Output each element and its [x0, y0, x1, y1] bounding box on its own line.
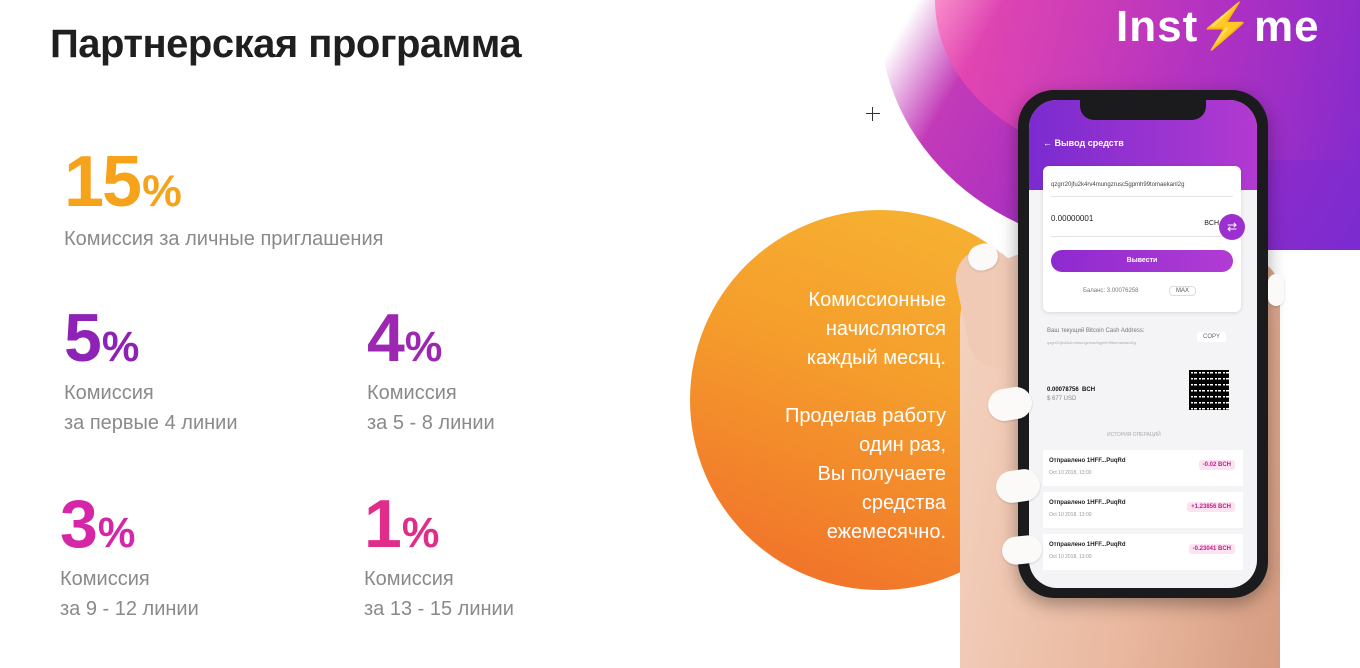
stat-lines-9-12: 3% Комиссия за 9 - 12 линии — [60, 490, 199, 624]
transaction-row[interactable]: Отправлено 1HFF...PuqRd Oct 10 2018, 13:… — [1043, 534, 1243, 570]
fingernail — [1268, 274, 1284, 306]
stat-description: Комиссия за 13 - 15 линии — [364, 568, 514, 620]
circle-text: Комиссионные начисляются каждый месяц. П… — [784, 289, 946, 543]
stat-description: Комиссия за первые 4 линии — [64, 382, 238, 434]
phone-notch — [1080, 98, 1206, 120]
lightning-bolt-icon: ⚡ — [1198, 2, 1255, 51]
instime-logo: Inst⚡me — [1116, 2, 1320, 51]
usd-value: $ 677 USD — [1047, 396, 1077, 402]
stat-description: Комиссия за личные приглашения — [64, 228, 384, 250]
phone-screen: ← Вывод средств qzgrr20jfu2k4rv4mungzrus… — [1029, 100, 1257, 588]
withdraw-card: qzgrr20jfu2k4rv4mungzrusc5gpmh99tomaekan… — [1043, 166, 1245, 312]
max-button[interactable]: MAX — [1169, 286, 1197, 296]
stat-value: 4% — [367, 300, 443, 376]
copy-button[interactable]: COPY — [1197, 332, 1227, 342]
page-title: Партнерская программа — [50, 22, 522, 66]
stat-lines-5-8: 4% Комиссия за 5 - 8 линии — [367, 304, 495, 438]
balance-value: 0.00078756 BCH — [1047, 387, 1096, 393]
address-label: Ваш текущий Bitcoin Cash Address: — [1047, 328, 1145, 334]
stat-personal-invites: 15% Комиссия за личные приглашения — [64, 146, 383, 254]
stat-lines-1-4: 5% Комиссия за первые 4 линии — [64, 304, 238, 438]
stat-value: 3% — [60, 486, 136, 562]
transaction-row[interactable]: Отправлено 1HFF...PuqRd Oct 10 2018, 13:… — [1043, 492, 1243, 528]
stat-value: 15% — [64, 142, 182, 222]
stat-value: 5% — [64, 300, 140, 376]
address-field[interactable]: qzgrr20jfu2k4rv4mungzrusc5gpmh99tomaekan… — [1051, 182, 1233, 197]
amount-field[interactable]: 0.00000001 BCH — [1051, 214, 1233, 237]
swap-icon[interactable]: ⇄ — [1219, 214, 1245, 240]
stat-value: 1% — [364, 486, 440, 562]
qr-code-icon — [1189, 370, 1229, 410]
address-value: qzgrr20jfu2k4rv4mungzrusc5gpmh99tomaekan… — [1047, 340, 1136, 345]
balance-text: Баланс: 3.00076258 — [1083, 288, 1139, 294]
stat-lines-13-15: 1% Комиссия за 13 - 15 линии — [364, 490, 514, 624]
history-label: ИСТОРИЯ ОПЕРАЦИЙ — [1107, 432, 1161, 438]
crosshair-cursor-icon — [866, 107, 880, 121]
stat-description: Комиссия за 5 - 8 линии — [367, 382, 495, 434]
transaction-row[interactable]: Отправлено 1HFF...PuqRd Oct 10 2018, 13:… — [1043, 450, 1243, 486]
withdraw-button[interactable]: Вывести — [1051, 250, 1233, 272]
stat-description: Комиссия за 9 - 12 линии — [60, 568, 199, 620]
screen-title: ← Вывод средств — [1043, 138, 1124, 148]
